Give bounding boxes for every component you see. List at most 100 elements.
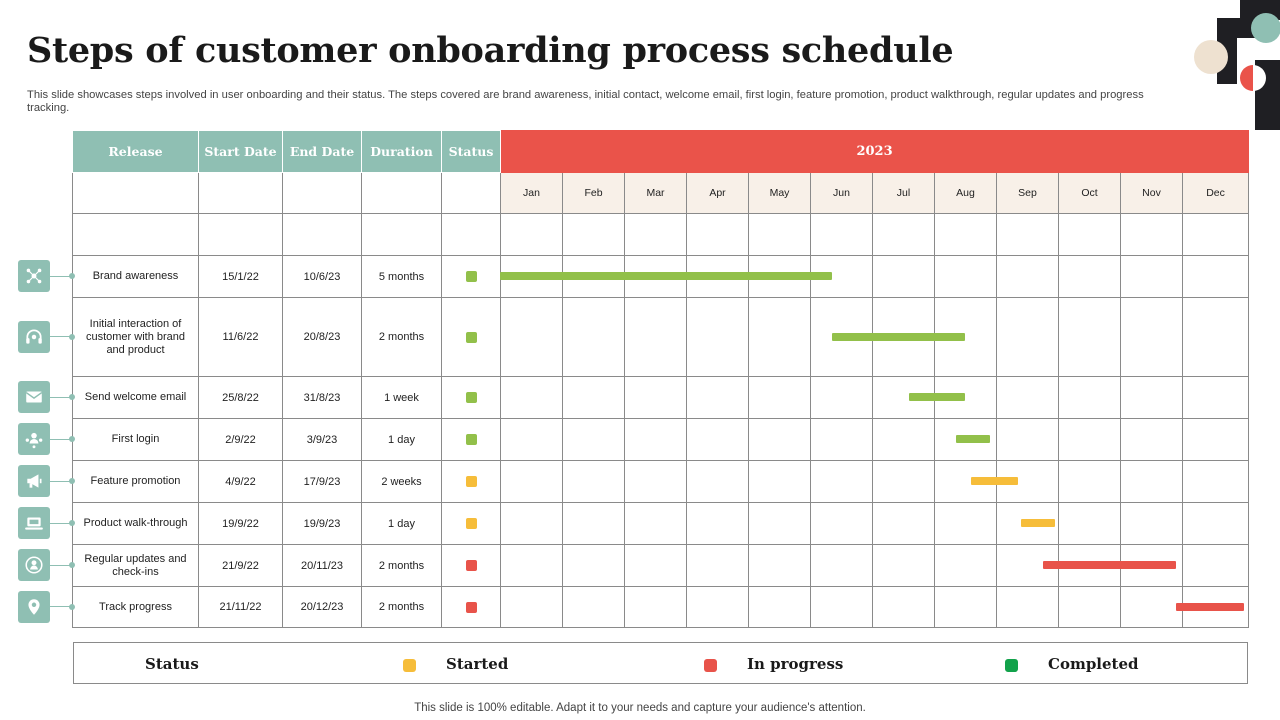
gantt-cell (562, 376, 625, 419)
task-row: Track progress 21/11/22 20/12/23 2 months (72, 586, 1250, 628)
gantt-cell (748, 418, 811, 461)
task-end-date: 31/8/23 (282, 376, 362, 419)
gantt-cell (562, 502, 625, 545)
connector-line (50, 564, 72, 566)
gantt-cell (1120, 502, 1183, 545)
gantt-cell (1058, 418, 1121, 461)
gantt-cell (996, 418, 1059, 461)
header-status: Status (441, 130, 501, 173)
gantt-cell (1120, 586, 1183, 628)
task-row: Product walk-through 19/9/22 19/9/23 1 day (72, 502, 1250, 545)
task-icon-row (18, 507, 75, 539)
gantt-cell (748, 297, 811, 377)
task-icon-row (18, 320, 75, 353)
legend-chip-in-progress (704, 659, 717, 672)
status-chip-completed (465, 331, 477, 343)
gantt-cell (810, 418, 873, 461)
empty-cell (198, 172, 283, 214)
gantt-cell (996, 586, 1059, 628)
gantt-cell (810, 460, 873, 503)
gantt-cell (562, 460, 625, 503)
gantt-cell (686, 502, 749, 545)
task-start-date: 21/11/22 (198, 586, 283, 628)
envelope-icon (18, 381, 50, 413)
task-icon-row (18, 549, 75, 581)
gantt-cell (748, 586, 811, 628)
gantt-cell (1181, 502, 1250, 545)
task-release: Track progress (72, 586, 199, 628)
schedule-table: Release Start Date End Date Duration Sta… (72, 130, 1250, 628)
status-chip-completed (465, 271, 477, 283)
gantt-cell (500, 586, 563, 628)
gantt-cell (1181, 544, 1250, 587)
task-duration: 1 week (361, 376, 442, 419)
task-duration: 2 months (361, 297, 442, 377)
task-status (441, 544, 501, 587)
status-chip-started (465, 518, 477, 530)
gantt-cell (500, 544, 563, 587)
gantt-cell (1058, 376, 1121, 419)
gantt-cell (624, 376, 687, 419)
status-legend: Status Started In progress Completed (73, 642, 1248, 684)
header-end-date: End Date (282, 130, 362, 173)
header-start-date: Start Date (198, 130, 283, 173)
gantt-cell (872, 502, 935, 545)
gantt-cell (1181, 255, 1250, 298)
gantt-bar (955, 435, 990, 443)
gantt-cell (1181, 297, 1250, 377)
month-dec: Dec (1181, 172, 1250, 214)
gantt-cell (686, 460, 749, 503)
gantt-bar (971, 477, 1018, 485)
task-release: Regular updates and check-ins (72, 544, 199, 587)
task-status (441, 460, 501, 503)
gantt-cell (562, 544, 625, 587)
status-chip-started (465, 476, 477, 488)
task-status (441, 255, 501, 298)
task-status (441, 586, 501, 628)
gantt-cell (562, 418, 625, 461)
task-release: Send welcome email (72, 376, 199, 419)
task-status (441, 376, 501, 419)
gantt-cell (1120, 255, 1183, 298)
task-duration: 2 weeks (361, 460, 442, 503)
gantt-cell (872, 544, 935, 587)
gantt-cell (624, 586, 687, 628)
gantt-cell (624, 418, 687, 461)
decorative-shapes (1190, 0, 1280, 130)
task-release: Product walk-through (72, 502, 199, 545)
location-pin-icon (18, 590, 50, 623)
connector-line (50, 275, 72, 277)
slide-title: Steps of customer onboarding process sch… (27, 30, 954, 71)
connector-line (50, 522, 72, 524)
gantt-cell (872, 586, 935, 628)
task-end-date: 20/8/23 (282, 297, 362, 377)
month-may: May (748, 172, 811, 214)
task-duration: 2 months (361, 586, 442, 628)
gantt-cell (810, 376, 873, 419)
gantt-cell (686, 376, 749, 419)
gantt-bar (1175, 602, 1244, 611)
gantt-cell (934, 502, 997, 545)
month-jun: Jun (810, 172, 873, 214)
gantt-cell (934, 586, 997, 628)
gantt-cell (624, 460, 687, 503)
task-row: Send welcome email 25/8/22 31/8/23 1 week (72, 376, 1250, 419)
month-aug: Aug (934, 172, 997, 214)
gantt-cell (1058, 502, 1121, 545)
gantt-cell (996, 297, 1059, 377)
task-icon-row (18, 260, 75, 292)
gantt-cell (748, 544, 811, 587)
header-duration: Duration (361, 130, 442, 173)
gantt-cell (1181, 460, 1250, 503)
gantt-cell (810, 586, 873, 628)
gantt-cell (810, 544, 873, 587)
status-chip-completed (465, 392, 477, 404)
header-year: 2023 (499, 130, 1250, 173)
gantt-cell (810, 502, 873, 545)
connector-dot (69, 562, 75, 568)
connector-dot (69, 603, 75, 610)
task-release: First login (72, 418, 199, 461)
gantt-cell (500, 297, 563, 377)
gantt-cell (1058, 255, 1121, 298)
laptop-icon (18, 507, 50, 539)
